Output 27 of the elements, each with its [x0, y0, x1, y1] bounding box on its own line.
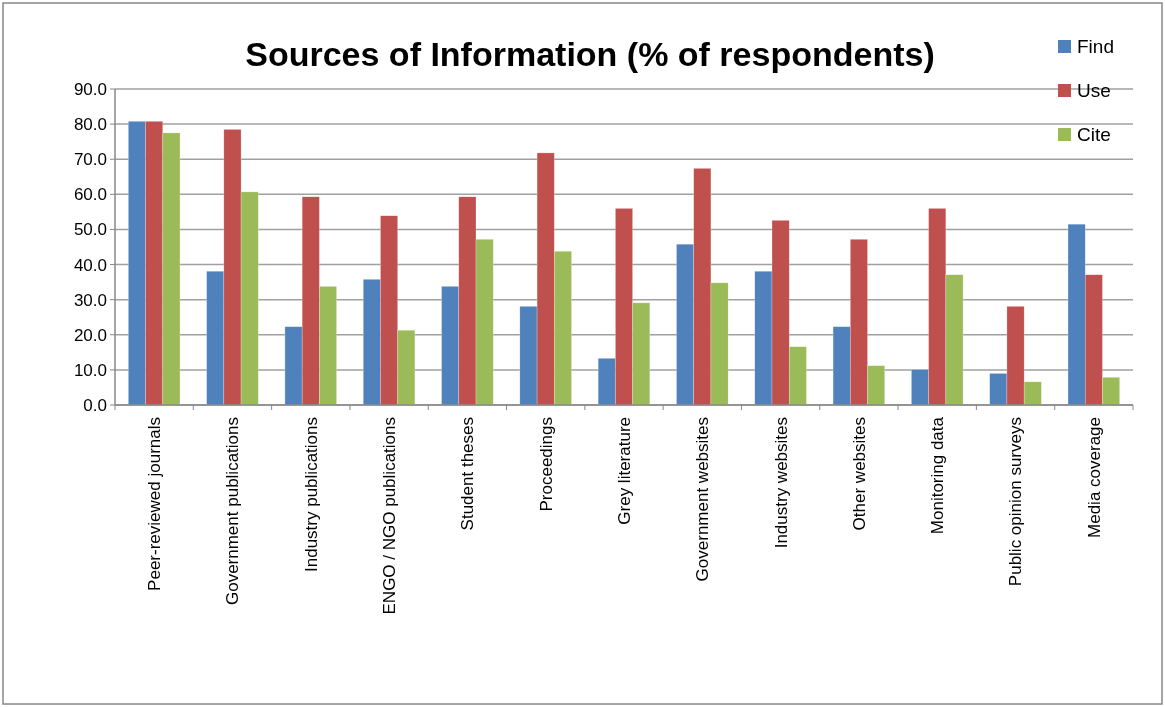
x-tick-label: Industry websites	[771, 417, 791, 549]
x-tick-label: ENGO / NGO publications	[380, 417, 400, 615]
y-tick-label: 70.0	[73, 150, 107, 170]
x-tick-label: Government websites	[693, 417, 713, 582]
x-tick-label: Peer-reviewed journals	[145, 417, 165, 591]
legend-label: Cite	[1077, 124, 1111, 146]
y-tick-label: 10.0	[73, 360, 107, 380]
x-tick-label: Student theses	[458, 417, 478, 531]
x-tick-label: Media coverage	[1084, 417, 1104, 538]
y-tick-label: 0.0	[83, 395, 107, 415]
legend-label: Use	[1077, 80, 1111, 102]
x-tick-label: Government publications	[223, 417, 243, 606]
y-tick-label: 40.0	[73, 255, 107, 275]
x-tick-label: Proceedings	[536, 417, 556, 512]
x-tick-label: Public opinion surveys	[1006, 417, 1026, 587]
legend-label: Find	[1077, 36, 1114, 58]
y-tick-label: 80.0	[73, 115, 107, 135]
y-tick-label: 60.0	[73, 185, 107, 205]
x-tick-label: Other websites	[849, 417, 869, 531]
y-tick-label: 90.0	[73, 79, 107, 99]
x-tick-label: Monitoring data	[928, 416, 948, 535]
chart-title: Sources of Information (% of respondents)	[245, 35, 935, 73]
y-tick-label: 30.0	[73, 290, 107, 310]
x-tick-label: Grey literature	[614, 417, 634, 525]
y-tick-label: 50.0	[73, 220, 107, 240]
x-tick-label: Industry publications	[301, 417, 321, 572]
y-tick-label: 20.0	[73, 325, 107, 345]
